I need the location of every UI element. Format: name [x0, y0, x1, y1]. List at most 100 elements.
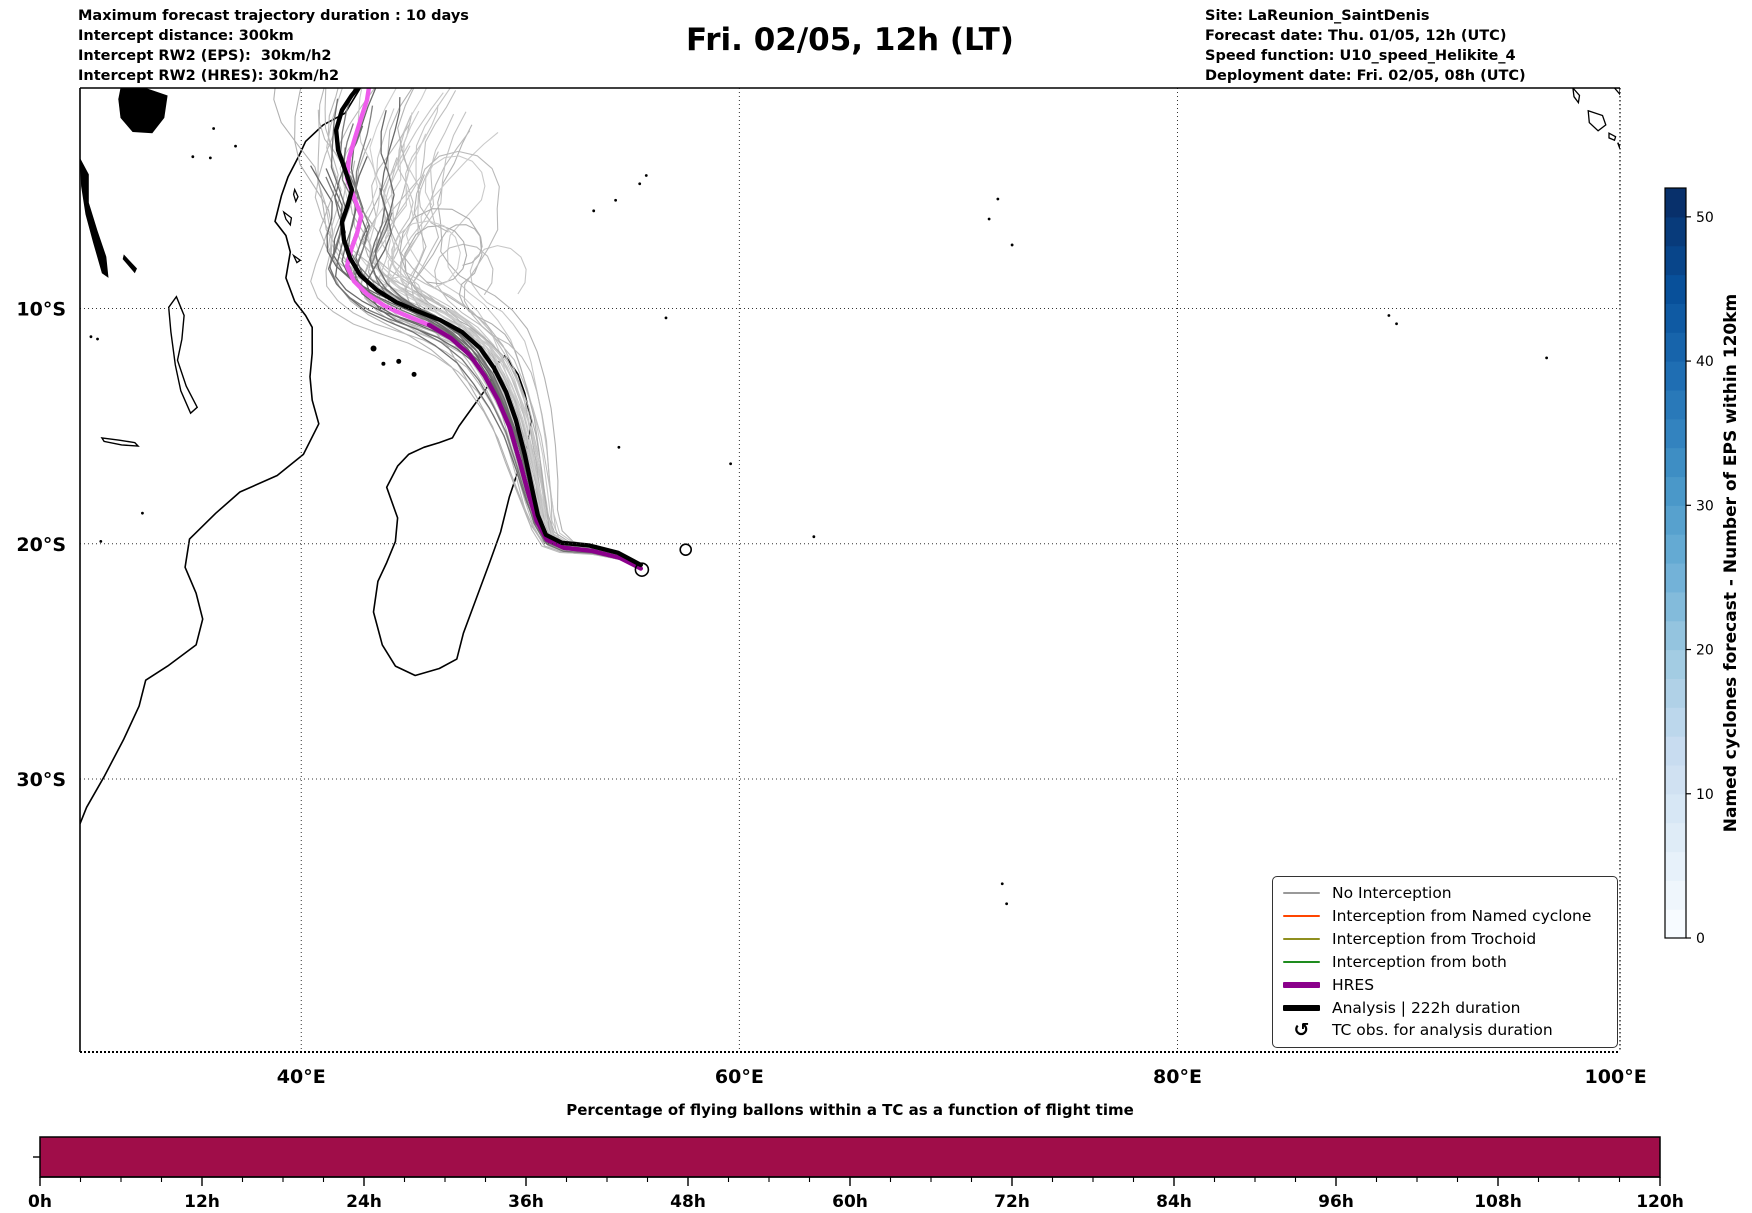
island-outline: [1608, 132, 1617, 142]
legend-line-swatch: [1283, 1004, 1320, 1011]
legend-label: Interception from Trochoid: [1332, 930, 1537, 949]
bottom-tick-label: 72h: [994, 1192, 1030, 1212]
lat-tick-label: 10°S: [16, 298, 66, 320]
ensemble-track: [469, 245, 642, 569]
legend-label: Interception from both: [1332, 952, 1507, 971]
island-speck: [96, 337, 99, 341]
island-speck: [729, 462, 733, 466]
colorbar-segment: [1665, 851, 1686, 881]
lake-shape: [118, 88, 168, 134]
lake-shape: [80, 157, 109, 278]
island-speck: [644, 174, 648, 177]
island-speck: [996, 197, 1000, 201]
island-speck: [664, 316, 668, 320]
colorbar-segment: [1665, 534, 1686, 564]
island-speck: [1387, 314, 1391, 317]
colorbar-tick-label: 20: [1696, 643, 1714, 659]
colorbar-segment: [1665, 188, 1686, 218]
deployment-date-text: Deployment date: Fri. 02/05, 08h (UTC): [1205, 68, 1526, 84]
colorbar-segment: [1665, 736, 1686, 766]
legend-row: Interception from Trochoid: [1283, 928, 1607, 950]
lake-shape: [122, 254, 137, 274]
analysis-track: [333, 88, 643, 568]
site-text: Site: LaReunion_SaintDenis: [1205, 8, 1430, 24]
lon-tick-label: 40°E: [277, 1066, 326, 1088]
island-outline: [291, 253, 302, 264]
intercept-rw2-eps-text: Intercept RW2 (EPS): 30km/h2: [78, 48, 332, 64]
island-speck: [99, 540, 103, 543]
colorbar-segment: [1665, 303, 1686, 333]
ensemble-track: [326, 88, 643, 570]
hres-track: [426, 322, 643, 571]
ensemble-track: [360, 112, 641, 570]
island-speck: [638, 182, 642, 186]
legend-swatch: [1283, 915, 1320, 918]
ensemble-track: [440, 224, 642, 569]
colorbar-border: [1664, 187, 1687, 939]
colorbar-segment: [1665, 418, 1686, 449]
colorbar-tick-label: 40: [1696, 354, 1714, 370]
colorbar-segment: [1665, 216, 1686, 247]
island-speck: [987, 217, 991, 221]
bottom-tick-label: 84h: [1156, 1192, 1192, 1212]
colorbar-tick-label: 30: [1696, 498, 1714, 514]
island-speck: [1005, 902, 1009, 906]
colorbar-label: Named cyclones forecast - Number of EPS …: [1721, 294, 1741, 833]
flight-time-bar: [39, 1136, 1661, 1178]
legend-row: HRES: [1283, 974, 1607, 996]
lon-tick-label: 100°E: [1585, 1066, 1647, 1088]
small-island: [381, 361, 386, 366]
bottom-tick-label: 120h: [1636, 1192, 1684, 1212]
island-speck: [191, 155, 195, 159]
bottom-tick-label: 24h: [346, 1192, 382, 1212]
legend-label: No Interception: [1332, 884, 1452, 903]
colorbar-segment: [1665, 274, 1686, 304]
colorbar-segment: [1665, 707, 1686, 737]
ensemble-track: [417, 150, 642, 569]
colorbar-segment: [1665, 447, 1686, 478]
island-speck: [1000, 882, 1004, 886]
legend-line-swatch: [1283, 960, 1320, 963]
legend-line-swatch: [1283, 915, 1320, 918]
colorbar-segment: [1665, 245, 1686, 276]
island-outline: [1587, 109, 1607, 132]
bottom-tick-label: 0h: [28, 1192, 52, 1212]
island-outline: [1572, 88, 1581, 105]
lon-tick-label: 80°E: [1153, 1066, 1202, 1088]
bottom-tick-label: 96h: [1318, 1192, 1354, 1212]
ensemble-track: [329, 98, 641, 570]
legend-swatch: [1283, 981, 1320, 988]
island-speck: [212, 127, 216, 130]
legend-line-swatch: [1283, 938, 1320, 941]
colorbar-tick-label: 0: [1696, 931, 1705, 947]
island-speck: [234, 144, 237, 148]
ensemble-track: [353, 105, 642, 570]
ensemble-track: [392, 220, 641, 569]
ensemble-track: [383, 157, 641, 569]
colorbar-segment: [1665, 505, 1686, 535]
reunion-island: [634, 562, 650, 577]
page-title: Fri. 02/05, 12h (LT): [686, 22, 1014, 58]
ensemble-track: [354, 88, 642, 569]
island-speck: [592, 209, 596, 213]
max-duration-text: Maximum forecast trajectory duration : 1…: [78, 8, 469, 24]
legend-row: ↺ TC obs. for analysis duration: [1283, 1019, 1607, 1041]
tc-obs-rotation-icon: ↺: [1293, 1019, 1310, 1042]
ensemble-track: [385, 151, 642, 569]
map-legend: No Interception Interception from Named c…: [1272, 876, 1618, 1048]
island-outline: [1613, 88, 1620, 96]
island-outline: [282, 210, 293, 227]
colorbar-segment: [1665, 620, 1686, 651]
bottom-tick-label: 12h: [184, 1192, 220, 1212]
coast-fragment: [1617, 142, 1620, 149]
lake-outline: [100, 437, 140, 447]
legend-row: No Interception: [1283, 882, 1607, 904]
bottom-tick-label: 60h: [832, 1192, 868, 1212]
map-content: [80, 88, 1620, 906]
island-speck: [141, 511, 144, 515]
legend-row: Analysis | 222h duration: [1283, 997, 1607, 1019]
ensemble-track: [325, 176, 641, 570]
ensemble-track: [339, 88, 641, 570]
